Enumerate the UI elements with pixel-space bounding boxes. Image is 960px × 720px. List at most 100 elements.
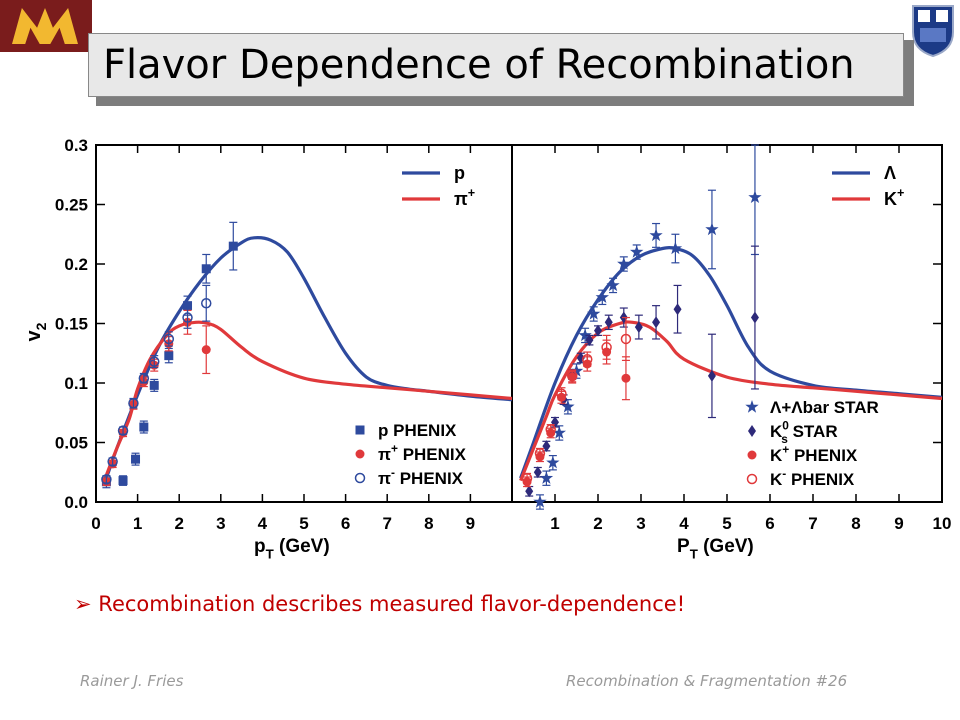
- x-tick-label: 8: [424, 514, 433, 533]
- data-point: [534, 447, 546, 459]
- duke-shield-logo: [912, 5, 954, 58]
- legend-point-label: K+ PHENIX: [770, 442, 858, 465]
- data-point: [594, 324, 602, 337]
- data-point: [107, 456, 118, 467]
- data-point: [578, 328, 592, 342]
- data-point: [139, 422, 149, 432]
- series--phenix: [101, 284, 212, 485]
- legend-line-label: K+: [884, 186, 904, 209]
- data-point: [101, 474, 112, 485]
- data-point: [566, 370, 578, 382]
- data-point: [673, 303, 682, 316]
- x-tick-label: 7: [382, 514, 391, 533]
- data-point: [707, 369, 716, 382]
- x-tick-label: 0: [91, 514, 100, 533]
- data-point: [201, 345, 211, 355]
- data-point: [585, 334, 594, 347]
- footer-author: Rainer J. Fries: [80, 672, 184, 690]
- university-logo: [0, 0, 92, 52]
- data-point: [556, 388, 567, 399]
- y-axis-label: v2: [23, 322, 49, 341]
- legend-point-entry: [745, 400, 759, 413]
- data-point: [621, 373, 631, 383]
- data-point: [138, 372, 150, 384]
- data-point: [630, 245, 644, 258]
- data-point: [149, 380, 159, 390]
- legend-point-entry: [355, 425, 365, 435]
- legend-point-label: K- PHENIX: [770, 466, 855, 489]
- footer-talk-title: Recombination & Fragmentation: [566, 672, 811, 690]
- x-tick-label: 7: [808, 514, 817, 533]
- data-point: [582, 353, 593, 365]
- left-panel: 0 1 2 3 4 5 6 7 8 9 0.0 0.05 0.1 0.15 0.2 0.25 0.3: [55, 136, 942, 533]
- series-k-phenix: [521, 316, 632, 484]
- bullet-text: Recombination describes measured flavor-…: [98, 592, 686, 616]
- legend-marker: [746, 473, 758, 485]
- data-point: [542, 440, 551, 453]
- data-point: [131, 454, 141, 464]
- data-point: [649, 228, 663, 242]
- data-point: [163, 333, 175, 345]
- data-point: [545, 424, 556, 435]
- legend-line-label: p: [454, 163, 465, 183]
- legend-point-entry: [746, 473, 758, 485]
- curve--: [519, 246, 943, 479]
- y-tick-label: 0.05: [55, 434, 88, 453]
- legend-line-label: π+: [454, 186, 475, 209]
- legend-point-label: K0 s STAR: [770, 418, 838, 446]
- footer-talk: Recombination & Fragmentation #26: [566, 672, 847, 690]
- x-tick-label: 6: [341, 514, 350, 533]
- x-axis-label: pT (GeV): [254, 536, 330, 562]
- x-tick-label: 4: [679, 514, 689, 533]
- y-tick-label: 0.1: [64, 374, 88, 393]
- x-tick-label: 5: [299, 514, 308, 533]
- data-point: [200, 298, 212, 309]
- data-point: [617, 257, 631, 270]
- y-tick-label: 0.3: [64, 136, 88, 155]
- legend-marker: [747, 450, 757, 460]
- legend-marker: [354, 472, 366, 484]
- legend-marker: [748, 425, 756, 437]
- data-point: [183, 301, 193, 311]
- x-tick-label: 2: [593, 514, 602, 533]
- series--bar-star: [533, 144, 762, 510]
- curve-k-: [519, 320, 943, 482]
- data-point: [148, 356, 160, 367]
- slide-title: Flavor Dependence of Recombination: [103, 42, 855, 88]
- data-point: [668, 241, 683, 255]
- data-point: [569, 364, 584, 377]
- x-tick-label: 4: [258, 514, 268, 533]
- legend-point-entry: [748, 425, 756, 437]
- footer-page-number: #26: [815, 672, 848, 690]
- data-point: [164, 351, 174, 361]
- legend-point-entry: [747, 450, 757, 460]
- data-point: [561, 399, 575, 413]
- x-tick-label: 1: [550, 514, 559, 533]
- data-point: [604, 316, 613, 329]
- legend-line-label: Λ: [884, 163, 896, 183]
- legend-point-label: π+ PHENIX: [378, 441, 467, 464]
- x-tick-label: 10: [933, 514, 952, 533]
- legend-point-label: π- PHENIX: [378, 465, 464, 488]
- y-tick-label: 0.0: [64, 493, 88, 512]
- data-point: [128, 397, 139, 409]
- y-tick-label: 0.2: [64, 255, 88, 274]
- data-point: [117, 425, 129, 436]
- legend-point-entry: [354, 472, 366, 484]
- x-tick-label: 5: [722, 514, 731, 533]
- data-point: [652, 316, 661, 329]
- x-axis-label: PT (GeV): [677, 536, 754, 562]
- data-point: [533, 495, 547, 508]
- data-point: [525, 485, 534, 498]
- data-point: [228, 241, 238, 251]
- x-tick-label: 3: [636, 514, 645, 533]
- data-point: [634, 321, 643, 334]
- right-panel: 1 2 3 4 5 6 7 8 9 10: [519, 144, 952, 533]
- data-point: [539, 471, 554, 484]
- data-point: [750, 311, 759, 324]
- x-tick-label: 9: [894, 514, 903, 533]
- x-tick-label: 6: [765, 514, 774, 533]
- data-point: [748, 190, 762, 203]
- data-point: [118, 476, 128, 486]
- series-k-phenix: [522, 339, 631, 488]
